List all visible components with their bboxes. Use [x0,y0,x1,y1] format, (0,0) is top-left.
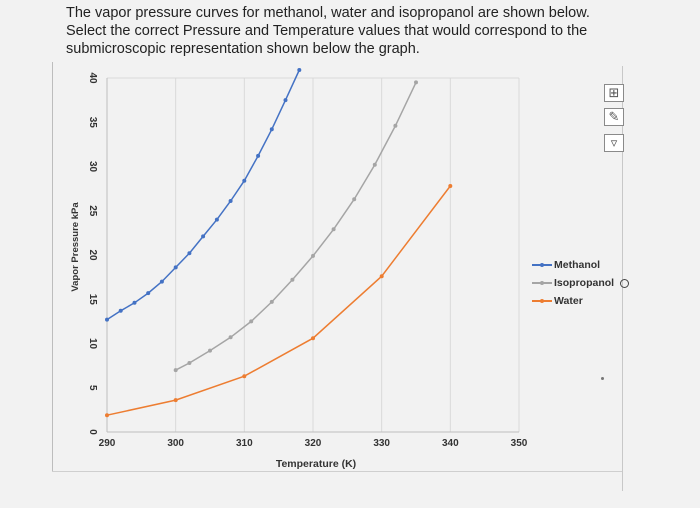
filter-icon[interactable]: ▿ [604,134,624,152]
data-point-methanol [159,279,164,284]
radio-icon[interactable] [620,278,630,288]
grid-lines [106,77,520,432]
data-point-methanol [297,68,302,72]
series-lines [105,68,453,418]
legend-label-isopropanol: Isopropanol [554,277,615,289]
legend-swatch-methanol [532,260,552,270]
x-tick-label: 320 [305,438,322,449]
y-axis-title: Vapor Pressure kPa [70,202,81,292]
y-tick-label: 15 [87,294,98,306]
x-tick-label: 330 [373,438,390,449]
data-point-isopropanol [208,348,212,353]
data-point-water [173,398,178,403]
data-point-isopropanol [372,162,377,167]
legend-item-water[interactable]: Water [532,292,629,310]
data-point-methanol [228,199,233,203]
x-tick-label: 290 [99,438,116,449]
data-point-methanol [118,308,123,313]
x-tick-label: 350 [511,438,528,449]
y-tick-label: 35 [87,117,98,129]
legend-swatch-water [532,296,552,306]
data-point-isopropanol [311,253,315,258]
data-point-methanol [269,127,274,132]
data-point-isopropanol [290,277,295,282]
data-point-methanol [256,153,261,158]
data-point-methanol [214,217,219,222]
data-point-isopropanol [414,80,418,85]
data-point-methanol [201,234,206,239]
series-line-methanol [106,69,300,321]
question-line-2: Select the correct Pressure and Temperat… [66,23,588,39]
series-line-water [106,185,451,416]
y-tick-label: 40 [87,72,98,84]
data-point-isopropanol [187,361,192,365]
data-point-methanol [187,251,192,256]
question-line-1: The vapor pressure curves for methanol, … [66,5,590,21]
data-point-isopropanol [269,299,274,304]
data-point-isopropanol [393,123,398,128]
question-text: The vapor pressure curves for methanol, … [66,4,666,58]
chart-legend: Methanol Isopropanol Water [532,256,630,310]
x-tick-label: 300 [167,438,184,449]
figure-frame-bottom [52,471,622,472]
x-tick-label: 310 [236,438,253,449]
x-axis-title: Temperature (K) [276,458,356,470]
data-point-methanol [132,300,137,305]
data-point-methanol [105,317,109,322]
data-point-water [105,413,109,418]
legend-item-methanol[interactable]: Methanol [532,256,629,274]
data-point-isopropanol [249,319,254,324]
data-point-methanol [146,291,151,296]
y-tick-label: 5 [87,385,98,391]
question-line-3: submicroscopic representation shown belo… [66,41,420,57]
plus-grid-icon[interactable]: ⊞ [604,84,624,102]
y-tick-label: 20 [87,249,98,261]
legend-item-isopropanol[interactable]: Isopropanol [532,274,630,292]
axes [106,78,519,433]
data-point-isopropanol [173,368,178,373]
legend-swatch-isopropanol [532,278,552,288]
legend-label-methanol: Methanol [554,259,601,271]
x-tick-label: 340 [442,438,459,449]
data-point-water [242,374,247,379]
data-point-isopropanol [331,227,336,232]
brush-icon[interactable]: ✎ [604,108,624,126]
stray-mark [601,377,604,380]
data-point-water [311,336,315,341]
y-tick-label: 25 [87,205,98,217]
y-tick-label: 10 [87,338,98,350]
legend-label-water: Water [554,295,583,307]
data-point-isopropanol [228,335,233,340]
data-point-water [379,274,384,279]
data-point-methanol [242,178,247,183]
y-tick-label: 30 [87,161,98,173]
data-point-water [448,184,453,188]
y-tick-label: 0 [87,429,98,435]
axis-labels: 290 300 310 320 330 340 350 0 5 10 15 20 25 30 35 40 Tem… [70,72,528,470]
data-point-methanol [283,98,288,103]
data-point-isopropanol [352,197,357,202]
figure-frame-left [52,62,53,472]
data-point-methanol [173,265,178,270]
